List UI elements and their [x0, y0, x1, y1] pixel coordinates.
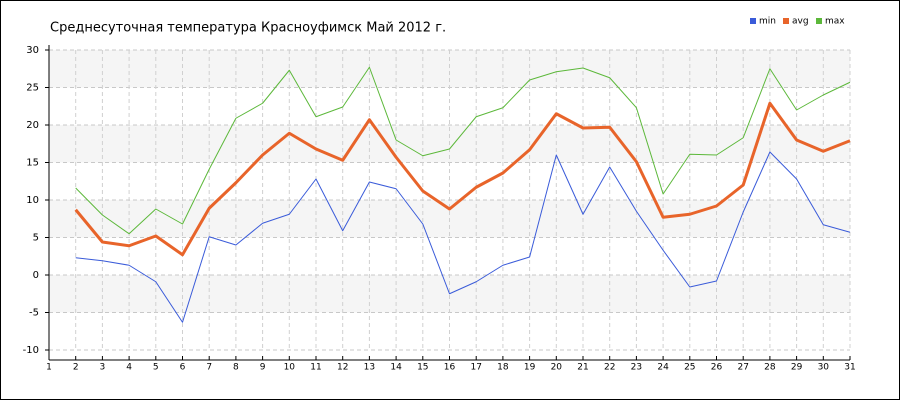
x-tick-label: 15 [417, 363, 428, 373]
x-tick-label: 7 [206, 363, 212, 373]
x-tick-label: 4 [126, 363, 132, 373]
chart-title: Среднесуточная температура Красноуфимск … [50, 21, 446, 36]
x-tick-label: 25 [684, 363, 695, 373]
x-tick-label: 24 [657, 363, 669, 373]
x-tick-label: 2 [73, 363, 79, 373]
x-tick-label: 31 [844, 363, 855, 373]
x-tick-label: 9 [260, 363, 266, 373]
x-tick-label: 3 [100, 363, 106, 373]
x-tick-label: 16 [444, 363, 456, 373]
series-line [74, 101, 851, 257]
x-tick-label: 20 [551, 363, 563, 373]
y-tick-label: 0 [33, 270, 39, 281]
x-tick-label: 11 [310, 363, 321, 373]
y-tick-label: 5 [33, 233, 39, 244]
x-tick-label: 10 [284, 363, 296, 373]
x-tick-label: 29 [791, 363, 803, 373]
x-tick-label: 28 [764, 363, 776, 373]
legend-swatch [750, 18, 756, 24]
x-tick-label: 5 [153, 363, 159, 373]
x-tick-label: 12 [337, 363, 348, 373]
x-tick-label: 17 [470, 363, 481, 373]
x-tick-label: 18 [497, 363, 509, 373]
y-tick-label: -5 [29, 308, 39, 319]
series-line [75, 66, 851, 235]
legend-swatch [816, 18, 822, 24]
x-tick-label: 13 [364, 363, 375, 373]
x-tick-label: 27 [737, 363, 748, 373]
x-tick-label: 22 [604, 363, 615, 373]
y-tick-label: -10 [23, 345, 39, 356]
y-tick-label: 10 [26, 195, 39, 206]
y-tick-label: 30 [26, 45, 39, 56]
series-line [75, 151, 851, 323]
x-tick-label: 8 [233, 363, 239, 373]
x-tick-label: 6 [180, 363, 186, 373]
x-tick-label: 26 [711, 363, 723, 373]
legend-label: avg [792, 17, 809, 27]
x-tick-label: 30 [818, 363, 830, 373]
y-tick-label: 25 [26, 83, 39, 94]
x-tick-label: 21 [577, 363, 588, 373]
legend-label: min [759, 17, 776, 27]
x-tick-label: 1 [46, 363, 52, 373]
x-tick-label: 14 [390, 363, 402, 373]
y-tick-label: 20 [26, 120, 39, 131]
legend-swatch [783, 18, 789, 24]
y-tick-label: 15 [26, 158, 39, 169]
legend-label: max [825, 17, 845, 27]
x-tick-label: 23 [631, 363, 642, 373]
x-tick-label: 19 [524, 363, 536, 373]
